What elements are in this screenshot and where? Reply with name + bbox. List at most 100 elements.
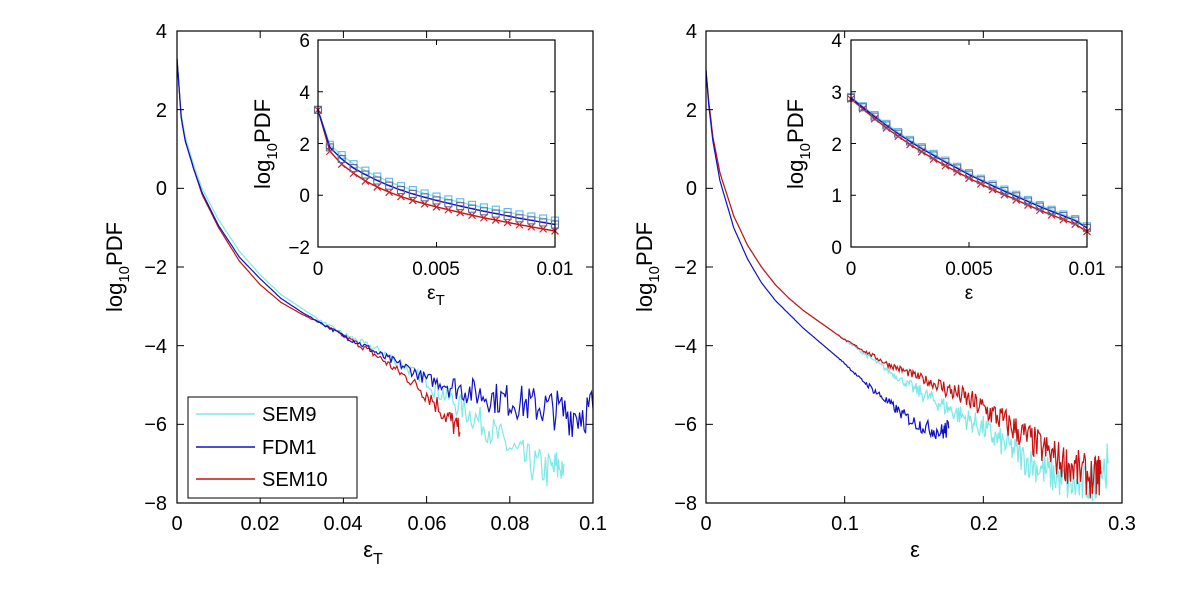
left-inset-point-sem10 — [527, 222, 536, 231]
right-inset-point-fdm1 — [1012, 192, 1021, 201]
right-inset-series-layer — [846, 92, 1092, 236]
right-inset-xlabel: ε — [965, 283, 974, 304]
left-inset-point-sem10 — [503, 218, 512, 227]
right-main-xlabel: ε — [910, 537, 920, 562]
legend-label-sem9: SEM9 — [262, 404, 316, 426]
right-inset-ylabel: log10PDF — [783, 99, 814, 189]
left-main-xtick-label: 0.1 — [579, 513, 607, 535]
left-main-xtick-label: 0.02 — [241, 513, 280, 535]
right-main-ytick-label: −4 — [674, 336, 697, 358]
left-inset-point-fdm1 — [420, 193, 429, 202]
right-inset-point-fdm1 — [1059, 211, 1068, 220]
legend-label-sem10: SEM10 — [262, 469, 328, 491]
right-main-series-fdm1 — [706, 70, 950, 440]
right-inset-point-fdm1 — [905, 137, 915, 146]
right-main-xtick-label: 0.2 — [970, 513, 998, 535]
left-main-xtick-label: 0.04 — [324, 513, 363, 535]
right-inset-ytick-label: 3 — [831, 83, 842, 104]
left-main-xtick-label: 0.06 — [408, 513, 447, 535]
left-inset-point-fdm1 — [467, 204, 477, 213]
left-main-xtick-label: 0 — [171, 513, 182, 535]
left-main-series-fdm1 — [177, 58, 593, 437]
left-inset-background — [318, 40, 555, 247]
left-inset-point-sem10 — [444, 205, 453, 214]
right-main-ytick-label: 4 — [686, 21, 697, 43]
legend-label-fdm1: FDM1 — [262, 437, 316, 459]
right-inset-point-fdm1 — [870, 112, 879, 121]
right-inset-background — [851, 40, 1087, 247]
right-inset-xtick-label: 0.01 — [1069, 259, 1106, 280]
right-inset-ylabel-log: log — [783, 160, 808, 189]
right-inset-ytick-label: 4 — [831, 31, 842, 52]
left-inset-xlabel-subscript: T — [436, 292, 445, 309]
right-main-panel: 4 2 0 −2 −4 −6 −8 0 0.1 0.2 0.3 ε log10P… — [632, 21, 1136, 562]
right-inset-point-fdm1 — [964, 170, 974, 179]
left-inset-point-fdm1 — [408, 189, 417, 199]
right-main-tick-marks — [705, 30, 1123, 504]
left-inset-point-sem10 — [491, 216, 500, 225]
left-inset-xtick-label: 0.005 — [412, 259, 460, 280]
left-main-ytick-label: −6 — [144, 414, 167, 436]
left-inset-point-sem10 — [539, 224, 548, 233]
left-inset-point-fdm1 — [361, 170, 370, 179]
left-inset-ylabel-pdf: PDF — [250, 99, 275, 143]
left-inset-point-fdm1 — [325, 143, 334, 152]
right-inset-point-fdm1 — [1071, 216, 1080, 225]
left-inset-ylabel: log10PDF — [250, 99, 281, 189]
left-inset-xtick-label: 0.01 — [537, 259, 574, 280]
right-inset-point-fdm1 — [858, 103, 867, 112]
left-inset-point-fdm1 — [503, 211, 512, 220]
right-inset-ytick-label: 1 — [831, 186, 842, 207]
left-inset-point-fdm1 — [385, 181, 394, 190]
left-main-panel: 4 2 0 −2 −4 −6 −8 0 0.02 0.04 0.06 0.08 … — [102, 21, 607, 568]
left-inset-ytick-label: 4 — [299, 83, 310, 104]
right-main-ytick-label: 0 — [686, 178, 697, 200]
left-main-ytick-label: 0 — [156, 178, 167, 200]
left-inset-point-sem10 — [349, 169, 358, 178]
right-inset-point-sem10 — [870, 114, 879, 123]
right-inset-point-fdm1 — [917, 144, 926, 153]
left-main-xlabel-subscript: T — [373, 551, 383, 568]
right-inset-point-fdm1 — [941, 158, 950, 167]
right-inset-point-sem10 — [882, 124, 891, 132]
left-inset-point-fdm1 — [539, 218, 548, 227]
right-inset-point-fdm1 — [976, 176, 985, 185]
left-main-ylabel: log10PDF — [102, 222, 133, 312]
right-inset-tick-marks — [850, 39, 1088, 248]
left-inset-point-sem10 — [420, 199, 429, 208]
left-inset-point-fdm1 — [515, 214, 524, 223]
left-main-xtick-label: 0.08 — [491, 513, 530, 535]
left-inset-point-sem10 — [468, 211, 476, 220]
right-main-ylabel-subscript: 10 — [646, 266, 663, 283]
left-inset-point-sem10 — [337, 160, 346, 169]
left-main-tick-marks — [176, 30, 594, 504]
right-main-ytick-label: −6 — [674, 414, 697, 436]
left-inset-tick-marks — [317, 39, 556, 248]
left-main-ytick-label: 4 — [156, 21, 167, 43]
left-inset-point-fdm1 — [456, 202, 465, 211]
right-inset-ylabel-pdf: PDF — [783, 99, 808, 143]
right-main-ylabel-pdf: PDF — [632, 222, 657, 266]
right-main-ytick-label: −8 — [674, 493, 697, 515]
left-main-ytick-label: −8 — [144, 493, 167, 515]
right-main-ytick-label: 2 — [686, 100, 697, 122]
right-main-ylabel: log10PDF — [632, 222, 663, 312]
left-inset-point-fdm1 — [432, 196, 441, 205]
right-main-series-layer — [706, 70, 1109, 502]
right-main-ytick-label: −2 — [674, 257, 697, 279]
left-inset-panel: 6 4 2 0 −2 0 0.005 0.01 εT log10PDF — [250, 31, 573, 309]
left-inset-point-sem10 — [479, 213, 488, 222]
right-inset-point-fdm1 — [929, 151, 938, 160]
right-main-xtick-label: 0.1 — [831, 513, 859, 535]
right-inset-point-fdm1 — [1023, 197, 1033, 206]
right-inset-ytick-label: 0 — [831, 238, 842, 259]
right-main-ylabel-log: log — [632, 283, 657, 312]
left-inset-xlabel-symbol: ε — [427, 283, 436, 304]
right-inset-xtick-label: 0.005 — [945, 259, 993, 280]
left-inset-ylabel-subscript: 10 — [264, 143, 281, 160]
left-main-ytick-label: −2 — [144, 257, 167, 279]
right-inset-panel: 4 3 2 1 0 0 0.005 0.01 ε log10PDF — [783, 31, 1105, 304]
left-inset-point-fdm1 — [491, 209, 500, 218]
left-inset-ylabel-log: log — [250, 160, 275, 189]
